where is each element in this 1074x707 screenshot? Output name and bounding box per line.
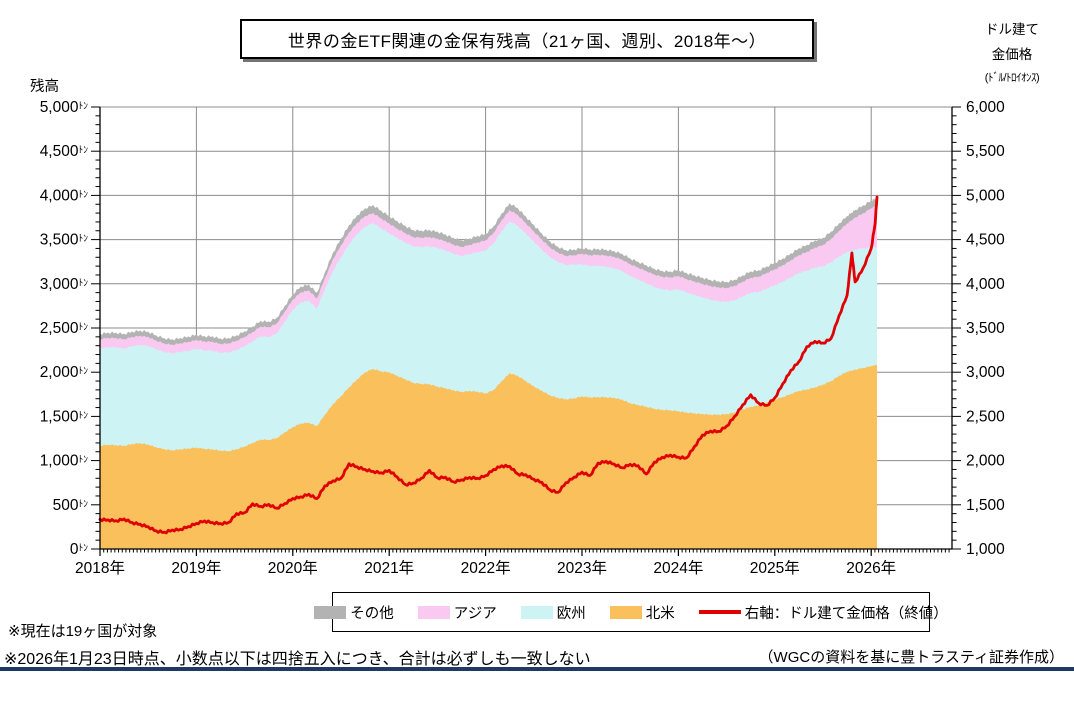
bottom-rule (0, 667, 1074, 671)
x-axis-tick-label: 2024年 (653, 559, 703, 577)
source-attribution: （WGCの資料を基に豊トラスティ証券作成） (758, 649, 1064, 666)
legend-item-north-america: 北米 (609, 602, 675, 623)
left-axis-tick-label: 3,000ﾄﾝ (40, 276, 89, 293)
asia-area-swatch-icon (417, 605, 450, 619)
legend-label-europe: 欧州 (556, 605, 586, 622)
left-axis-tick-label: 1,500ﾄﾝ (40, 408, 89, 425)
legend-label-gold-price: 右軸：ドル建て金価格（終値） (744, 605, 948, 622)
north-america-area-swatch-icon (609, 605, 642, 619)
left-axis-tick-label: 500ﾄﾝ (53, 497, 89, 514)
chart-title: 世界の金ETF関連の金保有残高（21ヶ国、週別、2018年～） (287, 31, 767, 51)
left-axis-tick-label: 2,500ﾄﾝ (40, 320, 89, 337)
x-axis-tick-label: 2022年 (461, 559, 511, 577)
left-axis-tick-label: 5,000ﾄﾝ (40, 99, 89, 116)
right-axis-tick-label: 6,000 (966, 99, 1005, 116)
x-axis-tick-label: 2026年 (846, 559, 896, 577)
left-axis-tick-label: 3,500ﾄﾝ (40, 232, 89, 249)
x-axis-tick-label: 2025年 (750, 559, 800, 577)
legend-item-gold-price: 右軸：ドル建て金価格（終値） (698, 602, 948, 623)
axis-tick-labels: 5,000ﾄﾝ 4,500ﾄﾝ 4,000ﾄﾝ 3,500ﾄﾝ 3,000ﾄﾝ 2,500… (40, 99, 1005, 577)
right-axis-tick-label: 3,000 (966, 364, 1005, 381)
right-axis-title-line2: 金価格 (991, 46, 1033, 62)
right-axis-tick-label: 1,500 (966, 497, 1005, 514)
footnote-asof-date: ※2026年1月23日時点、小数点以下は四捨五入につき、合計は必ずしも一致しない (4, 651, 591, 668)
legend-item-asia: アジア (417, 602, 497, 623)
left-axis-tick-label: 2,000ﾄﾝ (40, 364, 89, 381)
right-axis-tick-label: 1,000 (966, 541, 1005, 558)
x-axis-tick-label: 2019年 (171, 559, 221, 577)
other-area-swatch-icon (314, 605, 347, 619)
x-axis-tick-label: 2020年 (268, 559, 318, 577)
x-axis-tick-label: 2018年 (75, 559, 125, 577)
right-axis-tick-label: 5,500 (966, 143, 1005, 160)
chart-plot-area: 5,000ﾄﾝ 4,500ﾄﾝ 4,000ﾄﾝ 3,500ﾄﾝ 3,000ﾄﾝ 2,500… (40, 99, 1005, 577)
europe-area-swatch-icon (520, 605, 553, 619)
right-axis-tick-label: 3,500 (966, 320, 1005, 337)
chart-title-box: 世界の金ETF関連の金保有残高（21ヶ国、週別、2018年～） (240, 19, 814, 59)
x-axis-tick-label: 2021年 (364, 559, 414, 577)
right-axis-tick-label: 2,500 (966, 408, 1005, 425)
right-axis-tick-label: 2,000 (966, 453, 1005, 470)
legend-label-other: その他 (350, 605, 394, 622)
stacked-areas (100, 196, 877, 549)
legend-label-asia: アジア (453, 605, 497, 622)
right-axis-title-unit: (ﾄﾞﾙ/ﾄﾛｲｵﾝｽ) (984, 71, 1040, 84)
legend-label-north-america: 北米 (645, 605, 675, 622)
right-axis-tick-label: 5,000 (966, 187, 1005, 204)
right-axis-tick-label: 4,000 (966, 276, 1005, 293)
left-axis-title: 残高 (30, 79, 59, 95)
gold-price-line-swatch-icon (698, 610, 741, 614)
gold-price-line (98, 195, 879, 535)
legend-item-europe: 欧州 (520, 602, 586, 623)
legend: その他 アジア 欧州 北米 右軸：ドル建て金価格（終値） (314, 592, 948, 632)
right-axis-title: ドル建て 金価格 (ﾄﾞﾙ/ﾄﾛｲｵﾝｽ) (950, 18, 1074, 88)
axes-and-ticks (91, 106, 961, 556)
area-北米 (100, 364, 877, 549)
right-axis-title-line1: ドル建て (985, 22, 1039, 37)
left-axis-tick-label: 1,000ﾄﾝ (40, 453, 89, 470)
right-axis-tick-label: 4,500 (966, 232, 1005, 249)
left-axis-tick-label: 0ﾄﾝ (70, 541, 88, 558)
x-axis-tick-label: 2023年 (557, 559, 607, 577)
gold-price-path (98, 195, 879, 535)
legend-item-other: その他 (314, 602, 394, 623)
left-axis-tick-label: 4,500ﾄﾝ (40, 143, 89, 160)
footnote-country-count: ※現在は19ヶ国が対象 (8, 623, 158, 640)
left-axis-tick-label: 4,000ﾄﾝ (40, 187, 89, 204)
